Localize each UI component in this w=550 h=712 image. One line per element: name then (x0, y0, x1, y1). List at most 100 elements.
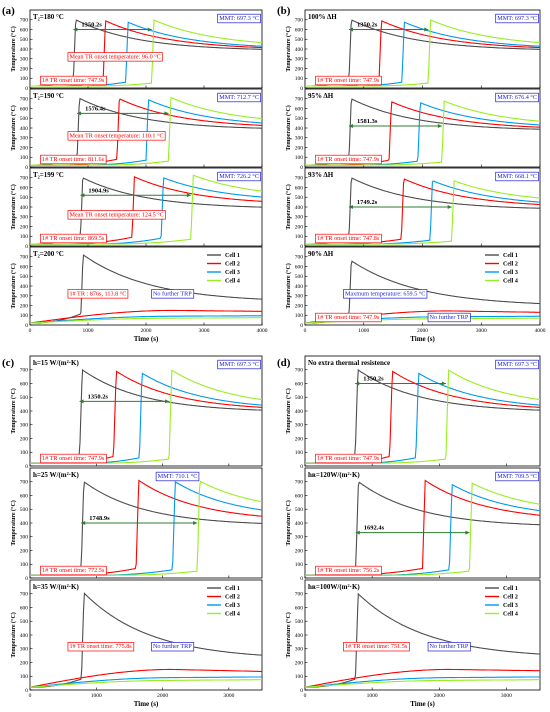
interval-label: 1581.3s (357, 118, 378, 125)
curves (30, 174, 262, 245)
series-line-cell-4 (30, 679, 262, 688)
y-tick-label: 0 (25, 244, 28, 250)
annotation-box (343, 642, 410, 652)
arrow-head (348, 205, 353, 209)
annotation-text: No further TRP (430, 314, 469, 321)
curves (30, 479, 262, 576)
y-axis-label: Temperature (°C) (10, 500, 17, 546)
subplot-label: No extra thermal resistence (308, 359, 390, 367)
y-tick-label: 200 (20, 224, 29, 230)
curves (305, 592, 540, 688)
annotation-text: 1# TR onset time: 811.6s (42, 156, 105, 163)
y-tick-label: 600 (295, 106, 304, 112)
y-tick-label: 0 (25, 165, 28, 171)
series-line-cell-4 (305, 19, 540, 87)
y-axis-label: Temperature (°C) (285, 263, 292, 309)
y-tick-label: 500 (20, 195, 29, 201)
annotation-text: MMT: 697.3 °C (219, 361, 259, 368)
series-line-cell-1 (305, 592, 540, 688)
subplot: 0 100 200 300 400 500 600 700 Temperature (°C) hʀ… (285, 467, 541, 582)
y-tick-label: 700 (20, 176, 29, 182)
x-tick-label: 0 (304, 693, 307, 699)
x-tick-label: 1000 (358, 328, 369, 334)
subplot-label: hʀ=100W/(m²·K) (308, 583, 360, 591)
legend-label: Cell 1 (503, 586, 518, 592)
arrow-head (81, 521, 86, 525)
y-tick-label: 100 (20, 562, 29, 568)
x-tick-label: 3000 (199, 328, 210, 334)
y-tick-label: 200 (295, 660, 304, 666)
arrow-head (355, 530, 360, 535)
annotation-text: No further TRP (153, 643, 192, 650)
x-axis-label: Time (s) (410, 335, 435, 343)
legend-label: Cell 2 (503, 595, 518, 601)
panel-letter: (b) (277, 5, 291, 17)
y-tick-label: 100 (20, 76, 29, 82)
y-tick-label: 500 (295, 274, 304, 280)
annotation-box (495, 359, 539, 370)
annotation-text: Maxmum temperature: 659.5 °C (345, 290, 426, 297)
annotation-box (67, 52, 163, 62)
annotation-text: Mean TR onset temperature: 124.5 °C (69, 211, 163, 218)
annotation-text: Mean TR onset temperature: 96.0 °C (69, 53, 160, 60)
annotation-box (315, 154, 382, 165)
annotation-box (155, 471, 200, 482)
annotation-box (427, 312, 471, 323)
y-tick-label: 400 (20, 521, 29, 527)
series-line-cell-2 (30, 309, 262, 324)
y-tick-label: 0 (25, 576, 28, 582)
subplot-label: T₂=199 °C (33, 171, 64, 179)
x-axis-label: Time (s) (134, 700, 159, 708)
y-axis-label: Temperature (°C) (285, 388, 292, 434)
y-tick-label: 500 (20, 507, 29, 513)
y-tick-label: 400 (295, 205, 304, 211)
y-tick-label: 500 (295, 619, 304, 625)
annotation-text: MMT: 697.3 °C (219, 15, 259, 22)
y-tick-label: 400 (295, 284, 304, 290)
annotation-box (495, 92, 539, 103)
y-tick-label: 600 (295, 381, 304, 387)
y-tick-label: 300 (20, 647, 29, 653)
arrow-head (348, 124, 353, 129)
y-tick-label: 400 (20, 633, 29, 639)
interval-label: 1748.9s (89, 515, 110, 522)
arrow-head (165, 399, 170, 404)
y-tick-label: 200 (295, 145, 304, 151)
y-axis-label: Temperature (°C) (10, 105, 17, 151)
legend-label: Cell 2 (225, 595, 240, 601)
legend-label: Cell 3 (503, 603, 518, 609)
y-axis-label: Temperature (°C) (10, 263, 17, 309)
y-tick-label: 600 (20, 493, 29, 499)
annotation-box (40, 453, 107, 464)
arrow-head (147, 27, 152, 32)
series-line-cell-4 (30, 317, 262, 324)
subplot-label: h=35 W/(m²·K) (33, 583, 79, 591)
x-axis-label: Time (s) (134, 335, 159, 343)
interval-label: 1350.2s (363, 376, 384, 383)
y-tick-label: 300 (20, 423, 29, 429)
y-tick-label: 400 (295, 633, 304, 639)
y-tick-label: 500 (295, 507, 304, 513)
y-tick-label: 400 (295, 126, 304, 132)
y-tick-label: 0 (300, 165, 303, 171)
y-tick-label: 200 (295, 436, 304, 442)
series-line-cell-4 (305, 100, 540, 166)
annotation-text: MMT: 697.3 °C (497, 15, 537, 22)
annotation-text: 1# TR onset time: 772.5s (42, 567, 105, 574)
y-tick-label: 100 (20, 313, 29, 319)
y-tick-label: 600 (295, 27, 304, 33)
interval-label: 1904.9s (88, 187, 109, 194)
y-tick-label: 200 (295, 548, 304, 554)
y-tick-label: 700 (295, 18, 304, 24)
interval-label: 1350.2s (357, 22, 378, 29)
y-tick-label: 200 (20, 436, 29, 442)
annotation-text: 1# TR onset time: 747.9s (317, 314, 380, 321)
legend-label: Cell 3 (225, 603, 240, 609)
annotation-text: MMT: 709.5 °C (497, 473, 537, 480)
